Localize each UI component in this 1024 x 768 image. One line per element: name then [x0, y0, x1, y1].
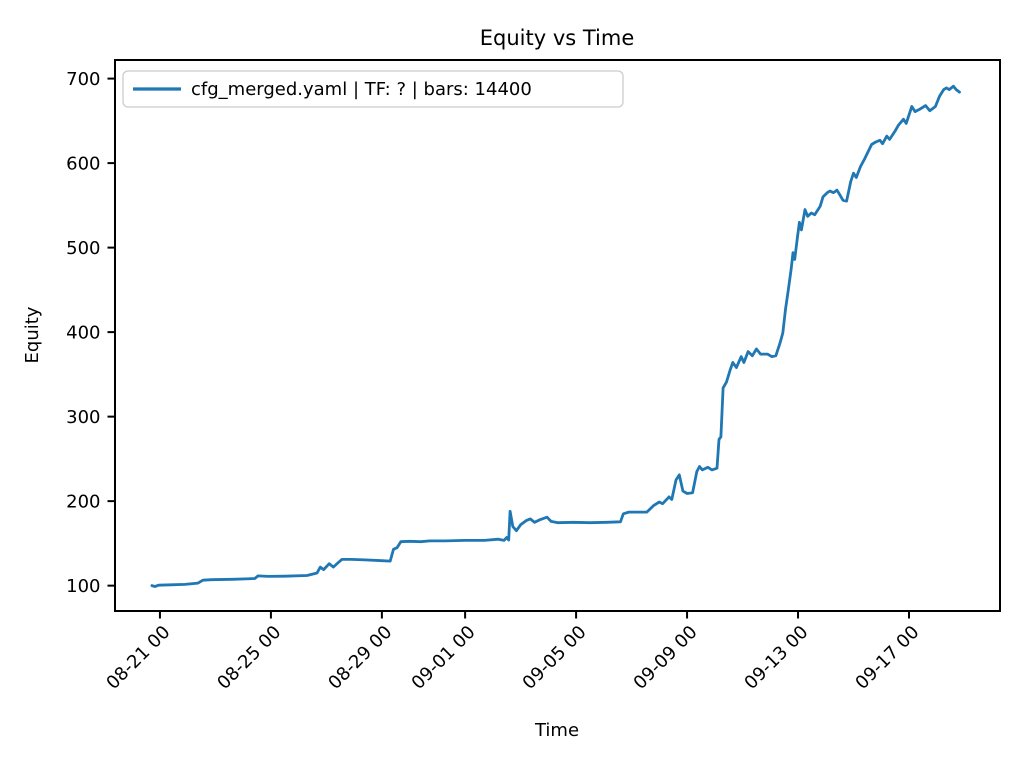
x-tick-label: 09-13 00: [740, 622, 812, 694]
y-tick-label: 300: [66, 407, 100, 428]
legend: cfg_merged.yaml | TF: ? | bars: 14400: [122, 70, 624, 108]
x-tick-label: 09-17 00: [851, 622, 923, 694]
x-tick-label: 09-09 00: [630, 622, 702, 694]
y-tick-label: 200: [66, 492, 100, 513]
x-axis-label: Time: [534, 720, 579, 741]
y-tick-label: 700: [66, 69, 100, 90]
x-tick-label: 09-01 00: [408, 622, 480, 694]
y-axis-ticks: 100 200 300 400 500 600 700: [66, 69, 115, 597]
y-tick-label: 100: [66, 576, 100, 597]
x-tick-label: 08-25 00: [213, 622, 285, 694]
legend-label: cfg_merged.yaml | TF: ? | bars: 14400: [191, 79, 532, 100]
x-tick-label: 09-05 00: [519, 622, 591, 694]
axes-frame: [114, 59, 1001, 612]
x-tick-label: 08-21 00: [102, 622, 174, 694]
y-tick-label: 400: [66, 323, 100, 344]
chart-title: Equity vs Time: [480, 26, 635, 50]
x-axis-ticks: 08-21 00 08-25 00 08-29 00 09-01 00 09-05 00…: [102, 611, 924, 694]
y-axis-label: Equity: [22, 306, 43, 363]
legend-box: [122, 70, 624, 108]
x-tick-label: 08-29 00: [324, 622, 396, 694]
y-tick-label: 500: [66, 238, 100, 259]
plot-area: [115, 60, 1000, 611]
y-tick-label: 600: [66, 154, 100, 175]
equity-line: [150, 84, 961, 588]
